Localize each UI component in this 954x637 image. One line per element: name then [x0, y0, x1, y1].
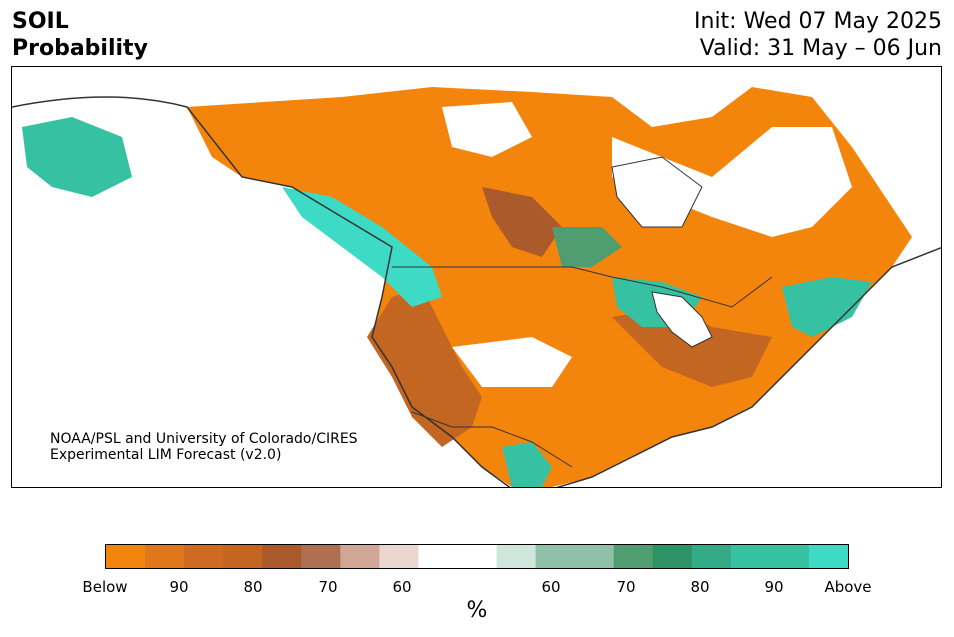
colorbar-swatch [808, 545, 848, 568]
colorbar-swatch [613, 545, 654, 568]
colorbar-swatch [496, 545, 537, 568]
colorbar-swatch [340, 545, 380, 568]
init-date: Init: Wed 07 May 2025 [694, 9, 942, 34]
colorbar [105, 544, 849, 569]
colorbar-tick-label: 60 [392, 578, 412, 596]
colorbar-swatch [418, 545, 459, 568]
colorbar-swatch [379, 545, 420, 568]
colorbar-tick-label: 70 [616, 578, 636, 596]
colorbar-tick-label: 80 [243, 578, 263, 596]
variable-label: SOIL [12, 9, 69, 34]
colorbar-swatch [145, 545, 185, 568]
colorbar-swatch [301, 545, 341, 568]
above-normal-bc [282, 187, 442, 307]
great-lakes-outline [651, 291, 713, 348]
forecast-map: NOAA/PSL and University of Colorado/CIRE… [11, 66, 942, 488]
near-normal-canada [612, 127, 852, 237]
colorbar-swatch [652, 545, 693, 568]
hudson-bay [611, 156, 703, 228]
above-normal-minnesota [552, 227, 622, 267]
colorbar-tick-label: Above [824, 578, 872, 596]
colorbar-unit: % [466, 598, 488, 623]
valid-date: Valid: 31 May – 06 Jun [699, 36, 942, 61]
colorbar-swatch [457, 545, 498, 568]
colorbar-swatches [106, 545, 848, 568]
credit-text: NOAA/PSL and University of Colorado/CIRE… [50, 431, 358, 463]
map-title: SOIL Probability [12, 8, 148, 62]
colorbar-tick-label: 60 [541, 578, 561, 596]
us-mexico-border [411, 411, 573, 468]
credit-line-2: Experimental LIM Forecast (v2.0) [50, 447, 282, 463]
brown-region-west [367, 287, 482, 447]
colorbar-tick-label: 90 [169, 578, 189, 596]
product-label: Probability [12, 36, 148, 61]
colorbar-tick-label: 90 [764, 578, 784, 596]
above-normal-alaska [22, 117, 132, 197]
above-normal-northeast [782, 277, 872, 337]
above-normal-mexico [502, 442, 552, 487]
colorbar-swatch [223, 545, 263, 568]
colorbar-tick-label: 70 [318, 578, 338, 596]
colorbar-swatch [106, 545, 146, 568]
near-normal-plains [452, 337, 572, 387]
colorbar-swatch [262, 545, 302, 568]
colorbar-tick-label: Below [82, 578, 128, 596]
colorbar-tick-label: 80 [690, 578, 710, 596]
credit-line-1: NOAA/PSL and University of Colorado/CIRE… [50, 431, 358, 447]
near-normal-north [442, 102, 532, 157]
brown-region-central [482, 187, 562, 257]
forecast-dates: Init: Wed 07 May 2025 Valid: 31 May – 06… [694, 8, 942, 62]
us-canada-border [392, 266, 773, 308]
map-canvas [12, 87, 941, 487]
colorbar-swatch [691, 545, 732, 568]
colorbar-swatch [730, 545, 771, 568]
colorbar-swatch [574, 545, 615, 568]
colorbar-swatch [184, 545, 224, 568]
coastline [12, 96, 941, 487]
colorbar-swatch [769, 545, 810, 568]
colorbar-swatch [535, 545, 576, 568]
